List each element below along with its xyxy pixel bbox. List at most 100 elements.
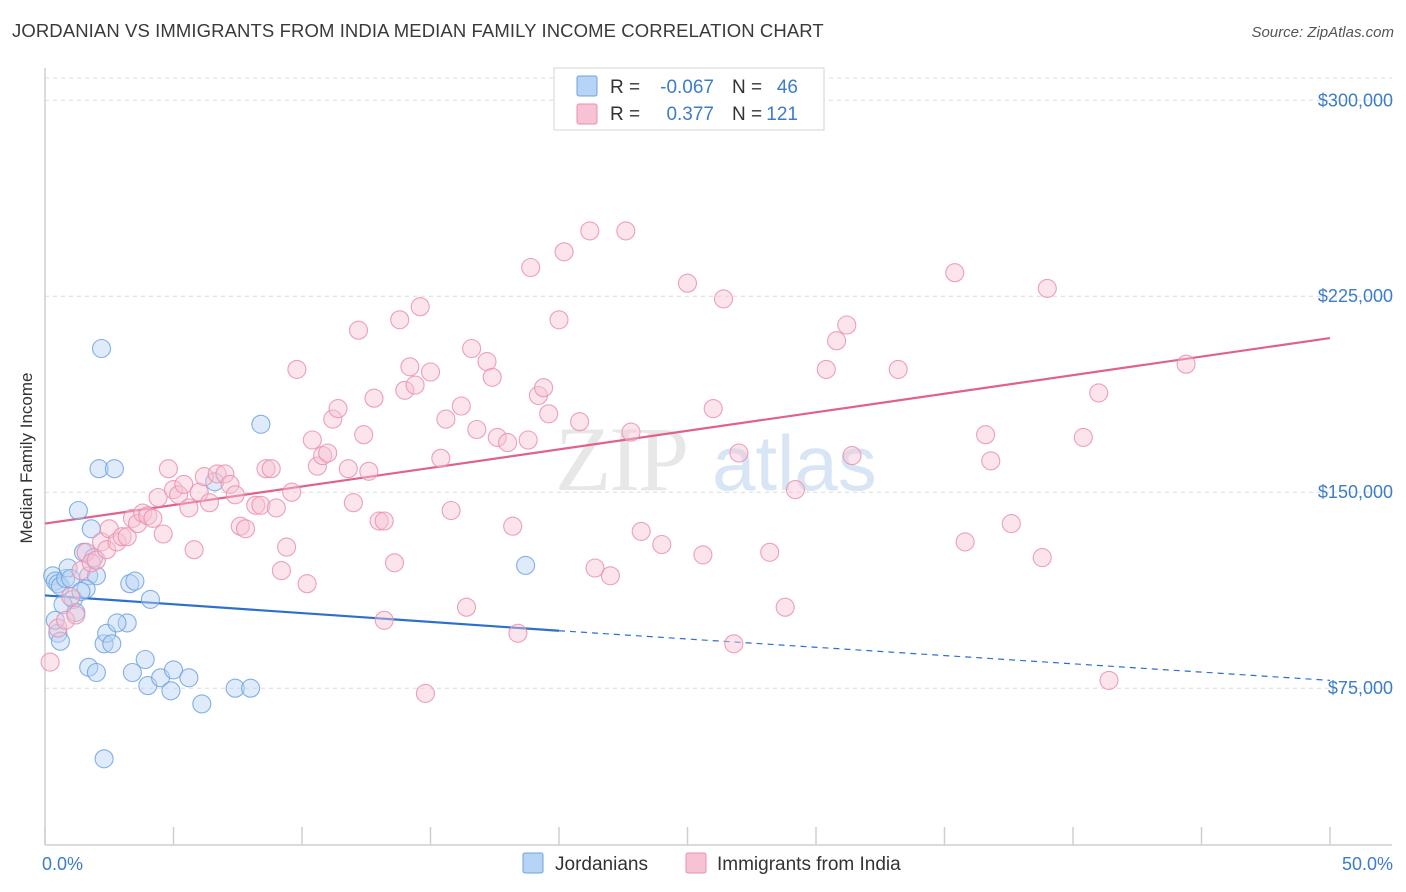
data-point (141, 590, 159, 608)
data-point (889, 360, 907, 378)
data-point (360, 462, 378, 480)
data-point (180, 499, 198, 517)
legend-n-value-1: 46 (777, 77, 798, 98)
data-point (632, 522, 650, 540)
legend-n-value-2: 121 (766, 104, 798, 125)
data-point (522, 259, 540, 277)
data-point (339, 460, 357, 478)
legend-swatch-india (577, 104, 597, 124)
data-point (601, 567, 619, 585)
data-point (956, 533, 974, 551)
data-point (69, 502, 87, 520)
data-point (93, 340, 111, 358)
data-point (95, 750, 113, 768)
data-point (828, 332, 846, 350)
data-point (817, 360, 835, 378)
data-point (519, 431, 537, 449)
data-point (1033, 549, 1051, 567)
data-point (136, 651, 154, 669)
y-tick-label: $150,000 (1318, 482, 1393, 502)
series-legend: Jordanians Immigrants from India (523, 853, 901, 875)
data-point (452, 397, 470, 415)
data-point (571, 413, 589, 431)
data-point (226, 486, 244, 504)
data-point (386, 554, 404, 572)
bottom-legend-jordanians[interactable]: Jordanians (555, 854, 648, 875)
correlation-legend: R = -0.067 N = 46 R = 0.377 N = 121 (554, 68, 824, 130)
data-point (267, 499, 285, 517)
data-point (375, 611, 393, 629)
bottom-swatch-jordanians[interactable] (523, 853, 543, 873)
legend-r-value-2: 0.377 (666, 104, 714, 125)
data-point (350, 321, 368, 339)
data-point (416, 684, 434, 702)
data-point (252, 415, 270, 433)
data-point (499, 434, 517, 452)
data-point (422, 363, 440, 381)
data-point (355, 426, 373, 444)
data-point (288, 360, 306, 378)
data-point (442, 502, 460, 520)
x-tick-label-min: 0.0% (42, 854, 83, 874)
x-tick-label-max: 50.0% (1342, 854, 1393, 874)
data-point (1177, 355, 1195, 373)
y-axis-label: Median Family Income (17, 372, 36, 543)
y-tick-label: $225,000 (1318, 286, 1393, 306)
bottom-swatch-india[interactable] (686, 853, 706, 873)
data-point (365, 389, 383, 407)
data-point (838, 316, 856, 334)
watermark: ZIP atlas (555, 408, 877, 510)
chart-area: ZIP atlas $75,000$150,000$225,000$300,00… (0, 0, 1406, 892)
data-point (303, 431, 321, 449)
data-point (391, 311, 409, 329)
data-point (87, 664, 105, 682)
data-point (555, 243, 573, 261)
legend-r-label-2: R = (610, 104, 640, 125)
data-point (67, 606, 85, 624)
data-point (344, 494, 362, 512)
data-point (653, 536, 671, 554)
data-point (103, 635, 121, 653)
data-point (540, 405, 558, 423)
data-point (185, 541, 203, 559)
data-point (329, 400, 347, 418)
data-point (411, 298, 429, 316)
data-point (468, 421, 486, 439)
data-point (41, 653, 59, 671)
data-point (126, 572, 144, 590)
data-point (105, 460, 123, 478)
trend-line-jordanians-extension (559, 631, 1330, 681)
data-point (463, 340, 481, 358)
data-point (581, 222, 599, 240)
data-point (401, 358, 419, 376)
data-point (730, 444, 748, 462)
data-point (617, 222, 635, 240)
legend-n-label-2: N = (732, 104, 762, 125)
data-point (1100, 671, 1118, 689)
data-point (1090, 384, 1108, 402)
data-point (504, 517, 522, 535)
data-point (679, 274, 697, 292)
data-point (193, 695, 211, 713)
data-point (982, 452, 1000, 470)
data-point (283, 483, 301, 501)
data-point (432, 449, 450, 467)
data-point (715, 290, 733, 308)
data-point (437, 410, 455, 428)
data-point (108, 614, 126, 632)
legend-swatch-jordanians (577, 76, 597, 96)
data-point (1002, 515, 1020, 533)
data-point (483, 368, 501, 386)
data-point (180, 669, 198, 687)
y-tick-label: $300,000 (1318, 90, 1393, 110)
data-point (622, 423, 640, 441)
data-point (272, 562, 290, 580)
data-point (319, 444, 337, 462)
legend-r-value-1: -0.067 (660, 77, 714, 98)
bottom-legend-india[interactable]: Immigrants from India (717, 854, 901, 875)
data-point (725, 635, 743, 653)
data-point (201, 494, 219, 512)
data-point (761, 543, 779, 561)
data-point (237, 520, 255, 538)
data-point (786, 481, 804, 499)
